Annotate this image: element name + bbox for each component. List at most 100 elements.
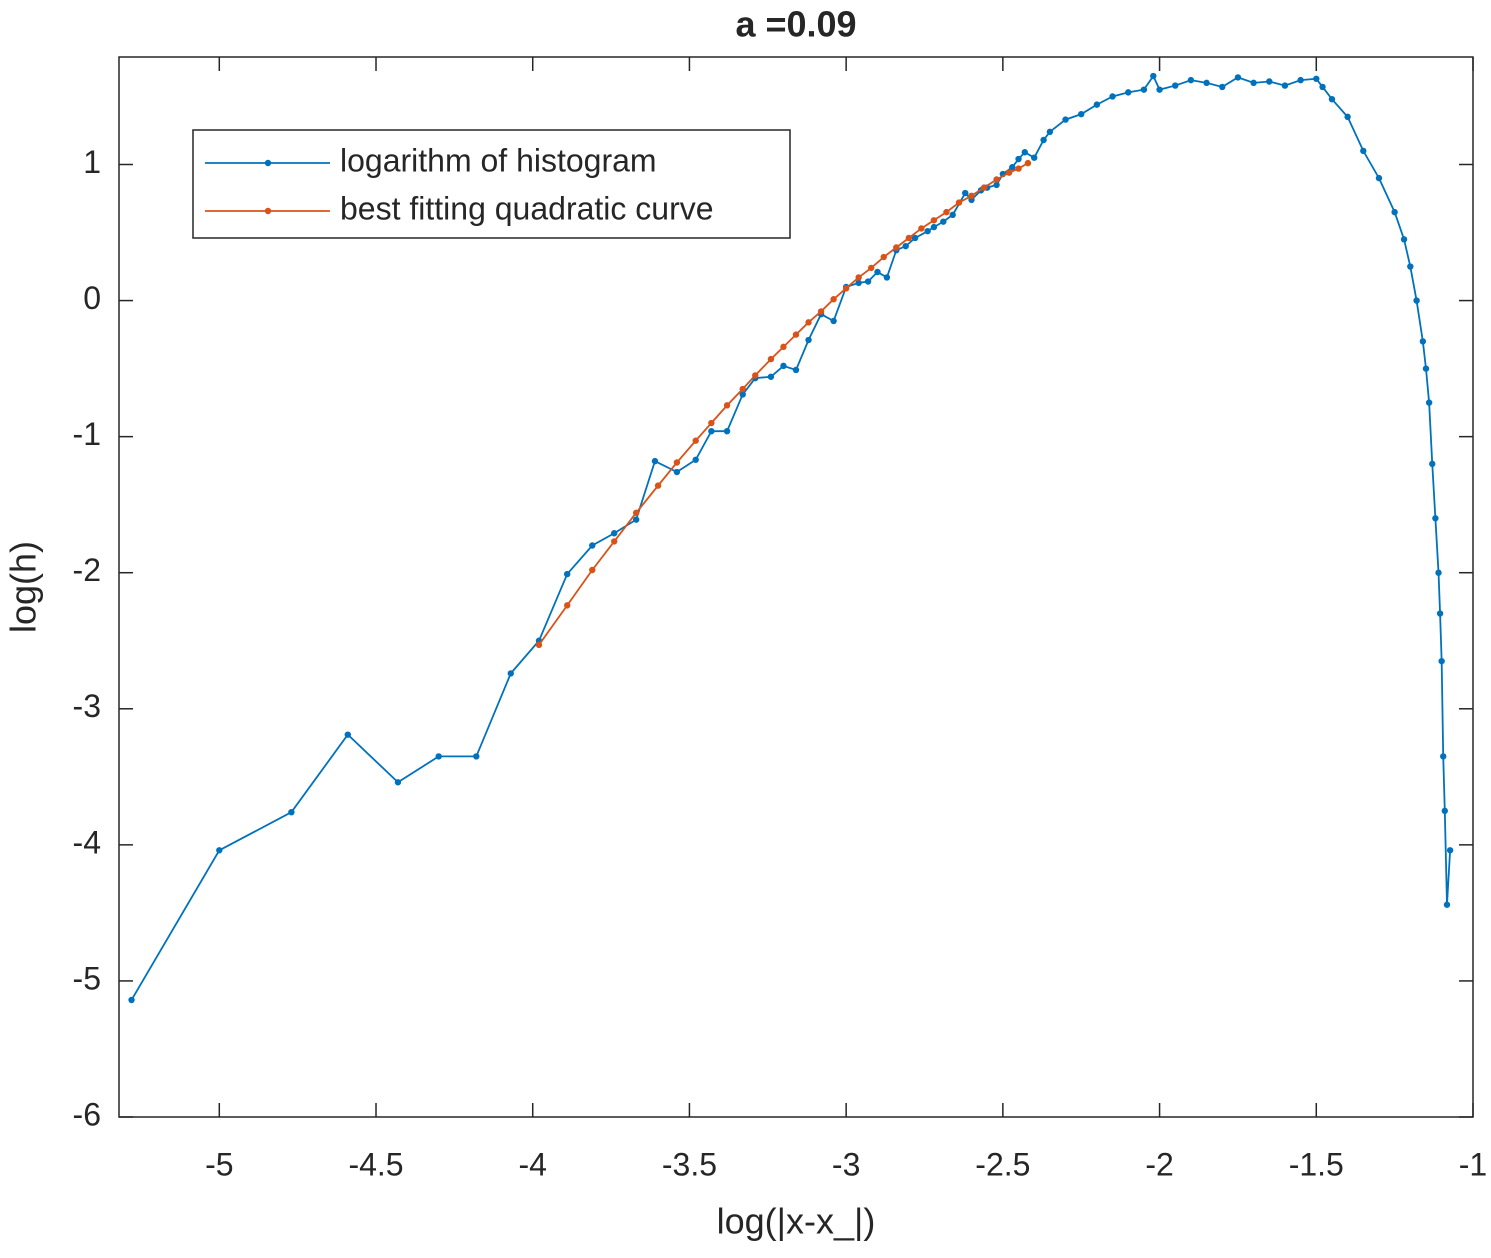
point [1432, 515, 1439, 522]
point [739, 385, 746, 393]
point [1313, 75, 1320, 82]
point [1140, 86, 1148, 93]
point [1015, 165, 1022, 172]
point [955, 199, 963, 206]
point [1440, 753, 1447, 760]
point [911, 234, 919, 242]
point [673, 459, 681, 466]
point [1062, 116, 1069, 123]
point [673, 468, 681, 476]
legend-marker [264, 159, 272, 167]
point [1187, 76, 1195, 84]
y-tick-label: -2 [73, 552, 101, 588]
point [830, 296, 837, 303]
point [830, 317, 837, 325]
x-tick-label: -1 [1459, 1146, 1487, 1182]
point [589, 542, 596, 549]
point [1172, 82, 1179, 89]
x-tick-label: -1.5 [1289, 1146, 1344, 1182]
point [1156, 86, 1163, 93]
y-tick-label: -3 [73, 688, 101, 724]
point [993, 176, 1000, 183]
legend-label: best fitting quadratic curve [340, 190, 714, 226]
point [893, 244, 900, 251]
point [435, 753, 442, 760]
point [1391, 208, 1398, 216]
point [1250, 79, 1257, 87]
point [780, 362, 787, 370]
point [563, 602, 571, 609]
point [692, 437, 699, 444]
point [1419, 338, 1427, 345]
point [962, 189, 969, 197]
point [739, 391, 746, 398]
y-tick-label: -1 [73, 416, 101, 452]
point [1005, 169, 1013, 176]
point [1219, 83, 1226, 91]
point [805, 336, 812, 344]
point [792, 366, 800, 374]
point [344, 731, 352, 738]
x-tick-label: -3.5 [662, 1146, 717, 1182]
point [611, 538, 618, 545]
point [1446, 847, 1454, 854]
point [1093, 101, 1101, 108]
point [1435, 569, 1442, 576]
point [1407, 263, 1414, 270]
point [918, 225, 925, 232]
point [1024, 159, 1032, 167]
point [128, 996, 135, 1004]
point [993, 181, 1000, 189]
point [1436, 610, 1444, 617]
point [1443, 901, 1451, 908]
point [980, 184, 988, 191]
point [589, 566, 596, 574]
point [752, 372, 759, 379]
point [767, 355, 775, 363]
point [1009, 164, 1016, 171]
point [1441, 807, 1448, 815]
point [1344, 113, 1351, 121]
x-axis-label: log(|x-x_|) [717, 1201, 876, 1242]
point [880, 253, 887, 261]
point [654, 482, 662, 489]
legend-label: logarithm of histogram [340, 142, 657, 178]
point [940, 218, 947, 225]
point [692, 456, 699, 463]
y-tick-label: 0 [83, 280, 101, 316]
point [902, 242, 909, 250]
point [792, 331, 800, 338]
point [632, 509, 640, 517]
point [1078, 110, 1085, 118]
legend: logarithm of histogram best fitting quadr… [192, 129, 791, 239]
point [864, 278, 872, 285]
y-tick-label: -4 [73, 824, 101, 860]
y-tick-label: -5 [73, 960, 101, 996]
point [1328, 95, 1336, 103]
point [611, 530, 618, 537]
point [767, 373, 775, 380]
point [1425, 399, 1433, 406]
point [905, 234, 913, 242]
point [1046, 128, 1054, 136]
point [1400, 236, 1408, 243]
point [1150, 72, 1157, 80]
point [394, 779, 402, 786]
point [651, 457, 659, 465]
point [855, 274, 862, 281]
point [288, 808, 295, 816]
point [1266, 78, 1273, 85]
point [1021, 149, 1029, 156]
point [1422, 365, 1430, 372]
point [708, 419, 715, 427]
point [708, 427, 715, 435]
point [968, 192, 975, 199]
point [723, 402, 731, 409]
point [1015, 155, 1022, 163]
point [868, 264, 875, 272]
point [805, 319, 812, 326]
point [949, 211, 956, 219]
x-tick-label: -2 [1145, 1146, 1173, 1182]
